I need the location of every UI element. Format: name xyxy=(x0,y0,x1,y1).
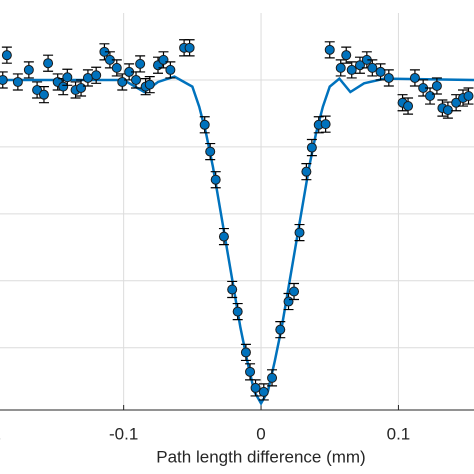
data-point xyxy=(431,80,442,91)
data-point xyxy=(12,76,23,87)
x-tick-label: -0.1 xyxy=(109,424,138,443)
data-point xyxy=(1,50,12,61)
data-point xyxy=(258,386,269,397)
x-tick-label: -0.2 xyxy=(0,424,1,443)
data-point xyxy=(218,231,229,242)
data-point xyxy=(76,82,87,93)
data-point xyxy=(341,50,352,61)
data-point xyxy=(346,64,357,75)
data-point xyxy=(324,44,335,55)
data-point xyxy=(117,76,128,87)
data-point xyxy=(240,347,251,358)
data-point xyxy=(43,58,54,69)
data-point xyxy=(250,382,261,393)
data-point xyxy=(289,286,300,297)
data-point xyxy=(335,62,346,73)
x-axis-label: Path length difference (mm) xyxy=(156,447,365,466)
data-point xyxy=(275,324,286,335)
x-tick-label: 0.1 xyxy=(387,424,411,443)
data-point xyxy=(23,64,34,75)
data-point xyxy=(82,72,93,83)
data-point xyxy=(38,89,49,100)
data-point xyxy=(367,62,378,73)
fit-line xyxy=(0,75,474,406)
data-point xyxy=(210,174,221,185)
data-point xyxy=(165,64,176,75)
data-point xyxy=(62,72,73,83)
data-point xyxy=(442,105,453,116)
data-point xyxy=(232,306,243,317)
data-point xyxy=(383,72,394,83)
data-point xyxy=(451,97,462,108)
data-point xyxy=(320,119,331,130)
data-point xyxy=(199,119,210,130)
data-point xyxy=(131,74,142,85)
data-point xyxy=(409,72,420,83)
data-point xyxy=(294,227,305,238)
data-point xyxy=(245,366,256,377)
data-point xyxy=(425,91,436,102)
data-point xyxy=(301,166,312,177)
data-point xyxy=(0,74,8,85)
data-point xyxy=(375,66,386,77)
data-point xyxy=(306,142,317,153)
data-point xyxy=(111,62,122,73)
data-point xyxy=(32,84,43,95)
data-point xyxy=(184,42,195,53)
data-point xyxy=(205,146,216,157)
data-point xyxy=(403,101,414,112)
x-tick-label: 0 xyxy=(256,424,265,443)
data-point xyxy=(283,296,294,307)
data-point xyxy=(58,81,69,92)
data-point xyxy=(144,79,155,90)
data-point xyxy=(463,91,474,102)
data-point xyxy=(91,70,102,81)
data-point xyxy=(135,58,146,69)
data-point xyxy=(227,284,238,295)
data-point xyxy=(267,372,278,383)
data-point xyxy=(158,54,169,65)
